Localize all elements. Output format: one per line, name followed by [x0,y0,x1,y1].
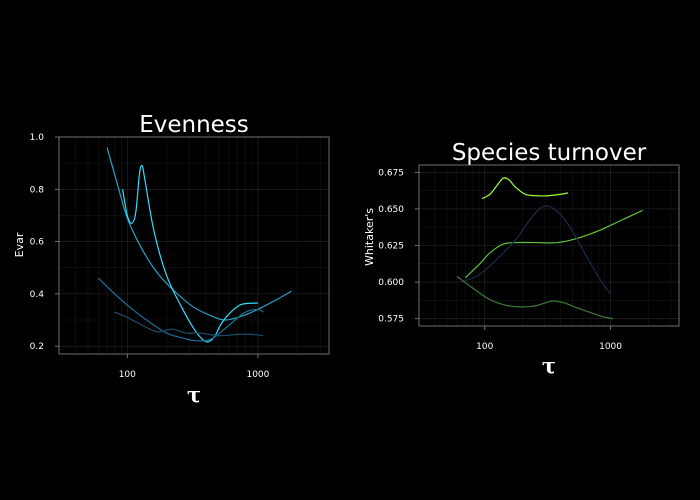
evenness-series-line-4 [114,311,264,337]
turnover-series [456,177,643,320]
evenness-grid [59,136,329,354]
evenness-ylabel: Evar [13,232,26,257]
turnover-series-line-4 [456,275,614,320]
turnover-x-tick-label: 100 [476,342,493,352]
evenness-ticks: 100 1000 0.2 0.4 0.6 0.8 1.0 [30,133,270,380]
evenness-y-tick-label: 0.6 [30,238,45,248]
evenness-panel: Evenness 100 1000 0.2 0.4 0.6 0.8 1.0 Evar τ [13,112,330,407]
evenness-y-tick-label: 1.0 [30,133,45,143]
turnover-series-line-2 [464,209,643,279]
evenness-xlabel: τ [187,382,201,407]
turnover-y-tick-label: 0.625 [378,242,404,252]
turnover-xlabel: τ [542,353,556,378]
evenness-series [97,147,292,343]
evenness-y-tick-label: 0.8 [30,185,45,195]
evenness-y-tick-label: 0.2 [30,342,44,352]
evenness-x-tick-label: 1000 [246,370,269,380]
turnover-ticks: 100 1000 0.575 0.600 0.625 0.650 0.675 [378,168,622,352]
turnover-y-tick-label: 0.675 [378,168,404,178]
turnover-y-tick-label: 0.650 [378,205,404,215]
turnover-title: Species turnover [452,140,647,166]
turnover-grid [419,165,679,326]
evenness-series-line-3 [97,277,264,342]
turnover-series-line-1 [481,177,569,200]
turnover-y-tick-label: 0.575 [378,315,404,325]
turnover-y-tick-label: 0.600 [378,278,404,288]
evenness-title: Evenness [139,112,249,138]
evenness-plot-frame [58,136,330,355]
turnover-series-line-3 [461,205,612,295]
turnover-x-tick-label: 1000 [599,342,622,352]
evenness-x-tick-label: 100 [119,370,136,380]
turnover-ylabel: Whitaker's [363,208,376,266]
evenness-series-line-1 [106,147,292,321]
turnover-panel: Species turnover 100 1000 0.575 0.600 0.625 0… [363,140,680,378]
evenness-series-line-2 [121,164,258,343]
evenness-y-tick-label: 0.4 [30,290,45,300]
